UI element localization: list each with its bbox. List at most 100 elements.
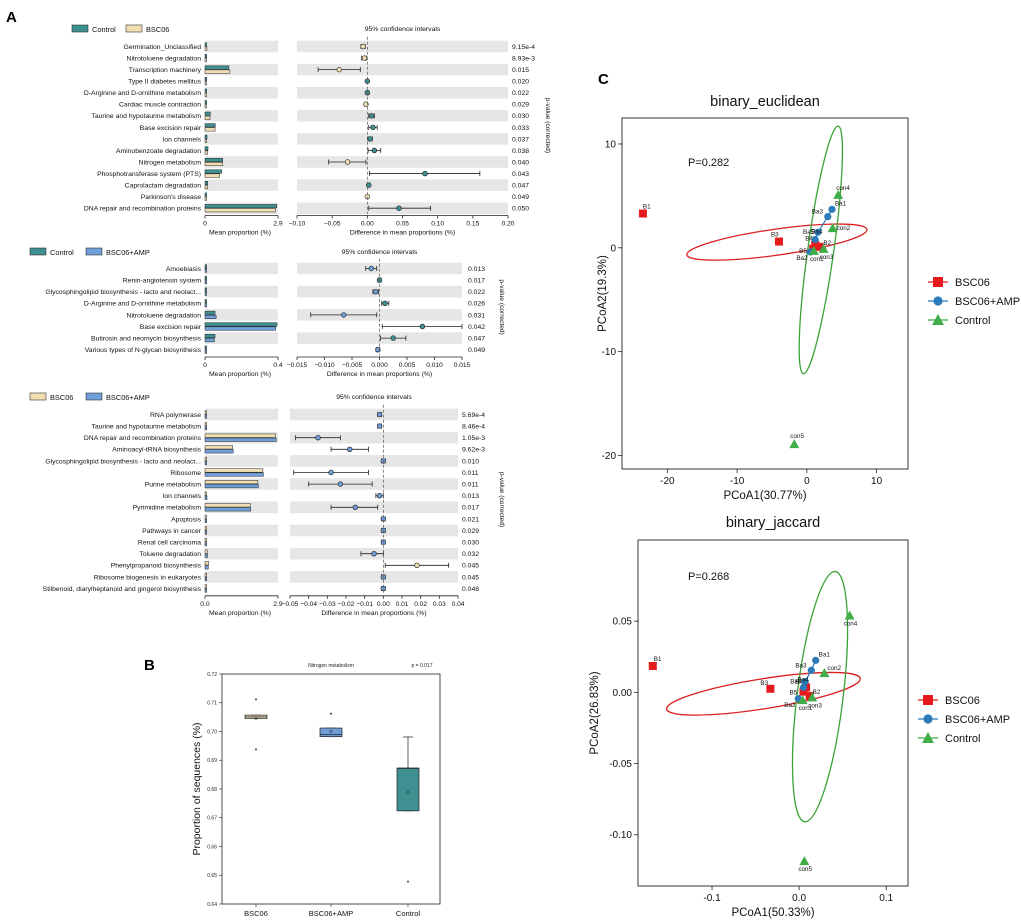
point-circle <box>799 683 808 691</box>
bar-group1 <box>204 192 207 197</box>
row-band <box>205 332 278 344</box>
row-band <box>205 524 278 537</box>
legend-swatch <box>71 24 89 33</box>
point-triangle <box>818 243 829 253</box>
y-axis-label: PCoA2(19.3%) <box>597 255 609 332</box>
legend-label: Control <box>50 248 74 257</box>
row-band <box>290 408 458 421</box>
bar-group2 <box>204 484 259 489</box>
x-tick-label: 0.0 <box>792 893 806 904</box>
plot-frame <box>621 117 909 470</box>
x-tick-label: BSC06 <box>244 909 268 918</box>
ci-title: 95% confidence intervals <box>342 249 418 256</box>
p-value: 0.045 <box>462 563 479 570</box>
x-tick-label: BSC06+AMP <box>309 909 353 918</box>
legend-label: BSC06 <box>945 695 980 707</box>
row-band <box>290 571 458 583</box>
diff-x-tick-label: 0.01 <box>396 601 409 608</box>
pvalue-axis-label: p-value (corrected) <box>498 279 505 334</box>
diff-point <box>341 312 347 318</box>
y-tick-label: 0.00 <box>613 688 633 699</box>
row-label: Ion channels <box>162 136 201 143</box>
point-circle <box>811 235 819 244</box>
panel-a1: Control BSC06 95% confidence intervals Germ… <box>71 24 551 236</box>
bar-group2 <box>204 530 207 535</box>
diff-point <box>337 481 344 487</box>
point-label: con3 <box>820 254 834 261</box>
row-band <box>205 571 278 583</box>
row-band <box>205 86 278 99</box>
bar-group1 <box>204 433 276 438</box>
y-tick-label: -0.05 <box>609 759 632 770</box>
point-square <box>774 237 783 246</box>
legend-marker-triangle <box>922 732 934 743</box>
diff-x-tick-label: 0.15 <box>466 220 479 227</box>
row-label: Renin-angiotensin system <box>123 278 202 285</box>
point-square <box>805 691 814 700</box>
p-value: 0.020 <box>512 79 529 86</box>
row-band <box>290 455 458 467</box>
bar-group1 <box>204 54 207 58</box>
bar-group2 <box>204 46 208 51</box>
ci-title: 95% confidence intervals <box>365 26 441 33</box>
p-value: 0.026 <box>468 301 485 308</box>
row-band <box>297 40 508 53</box>
legend-label: BSC06+AMP <box>106 248 150 257</box>
row-label: Apoptosis <box>171 516 201 523</box>
p-value: 0.011 <box>462 482 479 489</box>
x-tick-label: 0.1 <box>879 893 893 904</box>
bar-group2 <box>204 553 208 558</box>
box <box>396 767 420 812</box>
pcoa-title: binary_jaccard <box>726 515 820 531</box>
row-band <box>297 332 462 344</box>
point-label: B5 <box>789 690 797 697</box>
point-circle <box>824 213 832 221</box>
bar-x-label: Mean proportion (%) <box>209 229 271 236</box>
row-label: RNA polymerase <box>150 412 201 419</box>
row-band <box>297 86 508 99</box>
row-band <box>205 501 278 514</box>
legend-label: Control <box>955 315 990 327</box>
y-tick-label: 0.05 <box>613 617 633 628</box>
bar-x-label: Mean proportion (%) <box>209 610 271 617</box>
bar-group1 <box>204 538 207 543</box>
diff-x-tick-label: 0.05 <box>396 220 409 227</box>
legend-marker-triangle <box>932 314 944 325</box>
row-label: Caprolactam degradation <box>125 183 202 190</box>
row-label: D-Arginine and D-ornithine metabolism <box>84 301 201 308</box>
diff-x-tick-label: −0.005 <box>342 362 363 369</box>
diff-point <box>352 504 359 510</box>
bar-group2 <box>204 280 207 285</box>
p-value: 8.93e-3 <box>512 55 535 62</box>
row-label: Amoebiasis <box>166 266 202 273</box>
bar-group2 <box>204 58 207 63</box>
diff-x-tick-label: 0.000 <box>371 362 388 369</box>
diff-point <box>328 469 334 476</box>
pvalue-axis-label: p-value (corrected) <box>544 98 551 153</box>
diff-point <box>371 550 377 557</box>
row-band <box>290 524 458 537</box>
p-value: 5.69e-4 <box>462 412 485 419</box>
bar-group1 <box>204 561 210 566</box>
row-band <box>205 179 278 191</box>
legend-marker-square <box>933 277 943 287</box>
row-label: Ribosome <box>170 470 201 477</box>
bar-group2 <box>204 507 252 512</box>
point-square <box>811 240 820 249</box>
row-band <box>297 156 508 168</box>
diff-x-tick-label: 0.03 <box>433 601 446 608</box>
row-band <box>297 179 508 191</box>
bar-group2 <box>204 69 231 74</box>
bar-group2 <box>204 449 234 454</box>
diff-point <box>396 205 402 211</box>
p-value: 0.017 <box>462 505 479 512</box>
bar-group1 <box>204 322 278 327</box>
outlier-point <box>329 712 333 715</box>
point-square <box>638 209 647 218</box>
legend-label: BSC06 <box>50 393 73 402</box>
diff-point <box>368 265 374 272</box>
bar-group1 <box>204 445 233 450</box>
row-band <box>205 478 278 490</box>
diff-point <box>422 170 428 177</box>
point-triangle <box>844 610 855 620</box>
